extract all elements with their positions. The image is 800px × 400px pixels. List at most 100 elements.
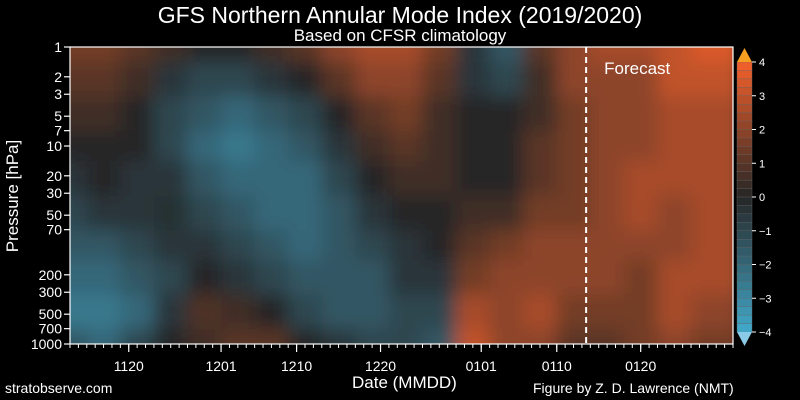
heatmap-cell: [388, 96, 423, 132]
heatmap-cell: [489, 329, 524, 344]
heatmap-cell: [221, 294, 256, 330]
heatmap-cell: [120, 195, 155, 231]
colorbar-segment: [736, 222, 753, 232]
heatmap-cell: [489, 195, 524, 231]
heatmap-cell: [355, 47, 390, 63]
heatmap-cell: [221, 61, 256, 97]
heatmap-cell: [86, 294, 121, 330]
colorbar-segment: [736, 281, 753, 291]
heatmap-cell: [489, 230, 524, 261]
heatmap-cell: [254, 47, 289, 63]
heatmap-cell: [422, 195, 457, 231]
heatmap-cell: [523, 195, 558, 231]
heatmap-cell: [321, 96, 356, 132]
heatmap-cell: [623, 47, 658, 63]
heatmap-cell: [590, 131, 625, 162]
heatmap-cell: [456, 195, 491, 231]
heatmap-cell: [523, 47, 558, 63]
x-tick-label: 0110: [542, 358, 572, 374]
heatmap-cell: [321, 230, 356, 261]
colorbar-segment: [736, 137, 753, 147]
heatmap-cell: [623, 259, 658, 295]
heatmap-cell: [523, 61, 558, 97]
heatmap-cell: [590, 47, 625, 63]
heatmap-cell: [187, 47, 222, 63]
heatmap-cell: [254, 294, 289, 330]
heatmap-cell: [120, 61, 155, 97]
heatmap-cell: [456, 131, 491, 162]
colorbar-segment: [736, 103, 753, 114]
heatmap-cell: [456, 160, 491, 196]
y-tick-label: 7: [54, 123, 62, 139]
x-tick-label: 1220: [365, 358, 396, 374]
heatmap-cell: [321, 131, 356, 162]
heatmap-cell: [86, 47, 121, 63]
colorbar-segment: [736, 112, 753, 122]
heatmap-cell: [691, 61, 733, 97]
heatmap-cell: [288, 47, 323, 63]
heatmap-cell: [120, 230, 155, 261]
heatmap-cell: [288, 160, 323, 196]
heatmap-cell: [422, 294, 457, 330]
x-tick-label: 1201: [205, 358, 236, 374]
colorbar-tick-label: 4: [759, 57, 765, 69]
heatmap-cell: [691, 230, 733, 261]
heatmap-cell: [70, 47, 88, 63]
colorbar-segment: [736, 247, 753, 257]
heatmap-cell: [187, 230, 222, 261]
heatmap-cell: [70, 195, 88, 231]
y-tick-label: 700: [39, 321, 63, 337]
heatmap-cell: [388, 195, 423, 231]
forecast-label: Forecast: [604, 59, 670, 78]
heatmap-cell: [623, 195, 658, 231]
heatmap-cell: [153, 294, 188, 330]
colorbar-tick-label: 0: [759, 192, 765, 204]
heatmap-cell: [70, 329, 88, 344]
heatmap-cell: [221, 259, 256, 295]
chart-subtitle: Based on CFSR climatology: [293, 26, 507, 45]
heatmap-cell: [321, 259, 356, 295]
chart-title: GFS Northern Annular Mode Index (2019/20…: [157, 2, 643, 28]
y-tick-label: 3: [54, 86, 62, 102]
heatmap-cell: [86, 96, 121, 132]
colorbar-segment: [736, 323, 753, 333]
heatmap-cell: [556, 131, 591, 162]
heatmap-cell: [691, 47, 733, 63]
heatmap-cell: [523, 160, 558, 196]
heatmap-cell: [388, 160, 423, 196]
heatmap-cell: [590, 160, 625, 196]
heatmap-cell: [657, 294, 692, 330]
heatmap-cell: [523, 131, 558, 162]
colorbar-segment: [736, 163, 753, 173]
heatmap-cell: [355, 329, 390, 344]
heatmap-cell: [556, 329, 591, 344]
heatmap-cell: [288, 61, 323, 97]
heatmap-cell: [187, 131, 222, 162]
x-tick-label: 0120: [625, 358, 656, 374]
heatmap-cell: [691, 195, 733, 231]
heatmap-cell: [153, 96, 188, 132]
heatmap-cell: [388, 230, 423, 261]
colorbar-tick-label: 3: [759, 91, 765, 103]
y-tick-label: 50: [46, 207, 62, 223]
colorbar-segment: [736, 70, 753, 80]
heatmap-cell: [187, 96, 222, 132]
website-credit: stratobserve.com: [5, 380, 113, 396]
colorbar-tick-label: −2: [759, 260, 772, 272]
colorbar-tick-label: −3: [759, 293, 772, 305]
heatmap-cell: [288, 329, 323, 344]
heatmap-cell: [86, 160, 121, 196]
y-tick-label: 70: [46, 222, 62, 238]
heatmap-cell: [623, 131, 658, 162]
heatmap-cell: [691, 329, 733, 344]
x-tick-label: 1120: [114, 358, 144, 374]
heatmap-cell: [120, 294, 155, 330]
heatmap-cell: [187, 195, 222, 231]
heatmap-cell: [187, 61, 222, 97]
heatmap-cell: [288, 195, 323, 231]
heatmap-cell: [70, 131, 88, 162]
heatmap-cell: [355, 160, 390, 196]
heatmap-cell: [120, 259, 155, 295]
heatmap-cell: [288, 230, 323, 261]
